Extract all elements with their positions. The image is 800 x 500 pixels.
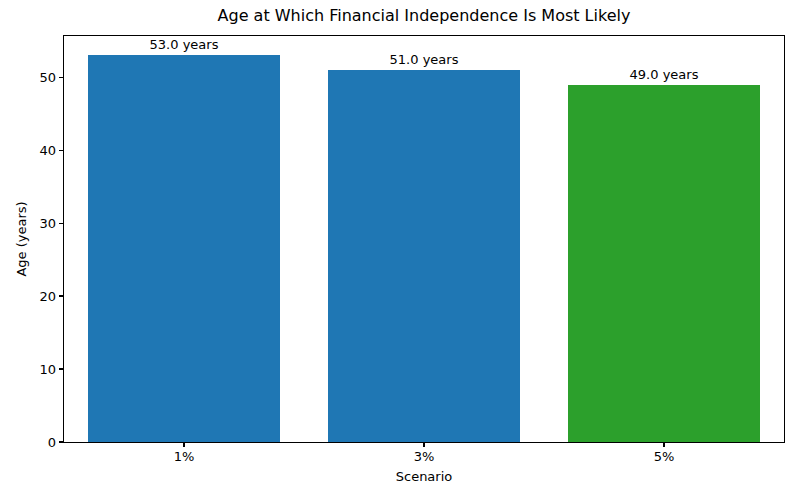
x-tick	[663, 443, 664, 447]
x-axis-label: Scenario	[63, 469, 785, 484]
y-tick-label: 0	[12, 435, 56, 450]
bar-5%	[568, 85, 760, 442]
x-tick-label: 1%	[174, 449, 195, 464]
y-tick	[59, 441, 63, 442]
bar-1%	[88, 55, 280, 442]
y-tick-label: 10	[12, 362, 56, 377]
bar-value-label: 49.0 years	[630, 67, 699, 82]
y-tick	[59, 77, 63, 78]
bar-chart-figure: Age at Which Financial Independence Is M…	[0, 0, 800, 500]
bar-3%	[328, 70, 520, 442]
y-tick	[59, 223, 63, 224]
bar-value-label: 51.0 years	[390, 52, 459, 67]
y-tick	[59, 150, 63, 151]
x-tick-label: 5%	[654, 449, 675, 464]
x-tick-label: 3%	[414, 449, 435, 464]
x-tick	[183, 443, 184, 447]
chart-title: Age at Which Financial Independence Is M…	[63, 6, 785, 26]
y-axis-label: Age (years)	[14, 201, 29, 276]
bar-value-label: 53.0 years	[150, 37, 219, 52]
y-tick-label: 50	[12, 70, 56, 85]
y-tick-label: 40	[12, 143, 56, 158]
plot-area: 0102030405053.0 years1%51.0 years3%49.0 …	[63, 35, 785, 443]
y-tick-label: 20	[12, 289, 56, 304]
y-tick	[59, 368, 63, 369]
x-tick	[423, 443, 424, 447]
y-tick	[59, 295, 63, 296]
